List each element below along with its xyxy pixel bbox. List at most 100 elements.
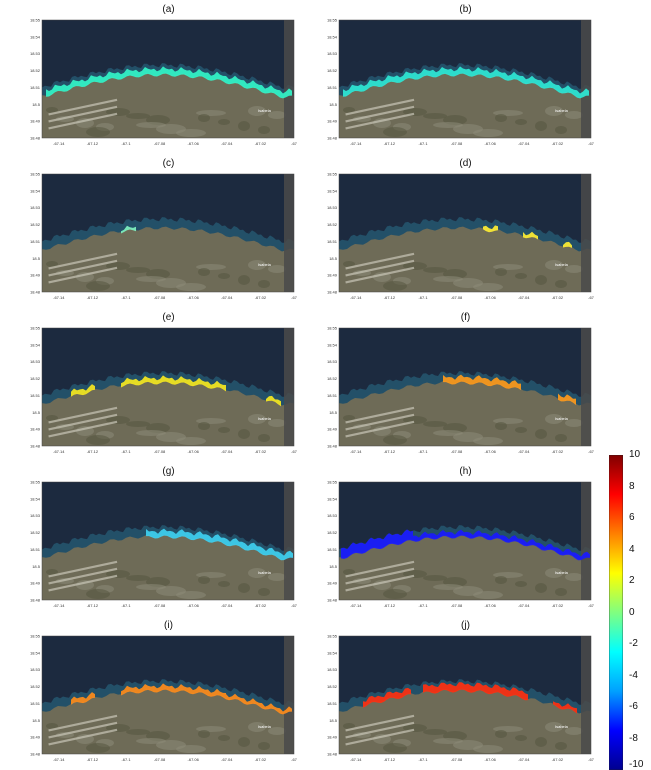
- colorbar-tick-label: 0: [629, 606, 635, 618]
- x-tick-label: -67: [291, 757, 298, 762]
- y-tick-label: 18.53: [30, 667, 41, 672]
- panel-a: (a) Isabela 18.55 18.54 18.53 18.52 18.51 18.5…: [26, 4, 311, 150]
- x-tick-label: -67: [291, 295, 298, 300]
- land-texture: [126, 729, 150, 735]
- y-tick-label: 18.5: [32, 410, 41, 415]
- land-texture: [383, 589, 407, 599]
- y-tick-label: 18.52: [327, 68, 338, 73]
- x-tick-label: -67.02: [552, 449, 564, 454]
- land-texture: [433, 276, 463, 282]
- runway: [48, 259, 118, 277]
- y-tick-label: 18.5: [329, 256, 338, 261]
- y-tick-label: 18.5: [329, 718, 338, 723]
- x-tick-label: -67.1: [121, 757, 131, 762]
- x-tick-label: -67.04: [221, 449, 233, 454]
- panel-label: (g): [162, 466, 175, 477]
- land-texture: [433, 738, 463, 744]
- y-tick-label: 18.52: [327, 684, 338, 689]
- land-texture: [433, 430, 463, 436]
- x-tick-label: -67.12: [87, 141, 99, 146]
- colorbar-tick-label: -8: [629, 732, 638, 744]
- land-texture: [535, 737, 547, 747]
- land-texture: [555, 126, 567, 134]
- colorbar-tick-label: -6: [629, 701, 638, 712]
- y-tick-label: 18.48: [327, 752, 338, 757]
- y-tick-label: 18.52: [30, 222, 41, 227]
- y-tick-label: 18.5: [32, 564, 41, 569]
- panel-label: (b): [459, 4, 472, 15]
- change-overlay: [523, 231, 538, 240]
- land-texture: [248, 568, 266, 578]
- y-tick-label: 18.48: [30, 598, 41, 603]
- runway: [345, 560, 415, 578]
- y-tick-label: 18.52: [30, 376, 41, 381]
- town-label: Isabela: [258, 570, 272, 575]
- land-texture: [198, 576, 210, 584]
- town-label: Isabela: [555, 416, 569, 421]
- land-texture: [46, 723, 58, 729]
- x-tick-label: -67.1: [121, 141, 131, 146]
- land-texture: [383, 435, 407, 445]
- y-tick-label: 18.55: [327, 634, 338, 639]
- y-tick-label: 18.52: [327, 530, 338, 535]
- plot-frame: [338, 19, 592, 139]
- land-texture: [343, 107, 355, 113]
- land-texture: [198, 422, 210, 430]
- runway: [345, 98, 415, 116]
- colorbar-tick-label: -10: [629, 759, 644, 770]
- plot-frame: [338, 327, 592, 447]
- x-tick-label: -67.02: [255, 141, 267, 146]
- image-edge-strip: [581, 482, 591, 600]
- runway: [345, 105, 415, 123]
- x-tick-label: -67: [588, 295, 595, 300]
- panel-g: (g) Isabela 18.55 18.54 18.53 18.52 18.51 18.5…: [26, 466, 311, 612]
- land-texture: [258, 280, 270, 288]
- land-texture: [46, 107, 58, 113]
- plot-frame: [338, 635, 592, 755]
- colorbar-gradient: [609, 455, 623, 770]
- land-texture: [565, 573, 583, 581]
- y-tick-label: 18.54: [327, 342, 338, 347]
- land-texture: [545, 260, 563, 270]
- y-tick-label: 18.55: [30, 326, 41, 331]
- land-texture: [383, 743, 407, 753]
- change-overlay: [443, 374, 521, 391]
- y-tick-label: 18.51: [327, 547, 338, 552]
- land-texture: [136, 276, 166, 282]
- land-texture: [423, 575, 447, 581]
- x-tick-label: -67.1: [418, 141, 428, 146]
- y-tick-label: 18.5: [32, 718, 41, 723]
- change-overlay: [146, 528, 293, 561]
- x-tick-label: -67.08: [451, 141, 463, 146]
- y-tick-label: 18.49: [327, 119, 338, 124]
- land-texture: [515, 581, 527, 587]
- y-tick-label: 18.49: [30, 581, 41, 586]
- x-tick-label: -67.1: [418, 757, 428, 762]
- land-texture: [383, 127, 407, 137]
- land-texture: [423, 113, 447, 119]
- x-tick-label: -67.08: [451, 295, 463, 300]
- plot-frame: [41, 635, 295, 755]
- map-a: Isabela 18.55 18.54 18.53 18.52 18.51 18.5 18.4…: [30, 18, 298, 147]
- x-tick-label: -67.02: [552, 141, 564, 146]
- land-texture: [545, 106, 563, 116]
- map-e: Isabela 18.55 18.54 18.53 18.52 18.51 18.5 18.4…: [30, 326, 298, 455]
- x-tick-label: -67.08: [154, 603, 166, 608]
- change-overlay: [121, 375, 226, 392]
- x-tick-label: -67.02: [255, 603, 267, 608]
- runway: [345, 714, 415, 732]
- land-texture: [238, 275, 250, 285]
- land-texture: [383, 281, 407, 291]
- y-tick-label: 18.53: [30, 513, 41, 518]
- land-texture: [258, 126, 270, 134]
- x-tick-label: -67.12: [384, 757, 396, 762]
- change-overlay: [71, 692, 95, 705]
- land-texture: [258, 742, 270, 750]
- x-tick-label: -67: [291, 603, 298, 608]
- land-texture: [136, 122, 166, 128]
- plot-frame: [338, 481, 592, 601]
- land-texture: [258, 588, 270, 596]
- map-h: Isabela 18.55 18.54 18.53 18.52 18.51 18.5 18.4…: [327, 480, 595, 609]
- land-texture: [343, 723, 355, 729]
- runway: [48, 567, 118, 585]
